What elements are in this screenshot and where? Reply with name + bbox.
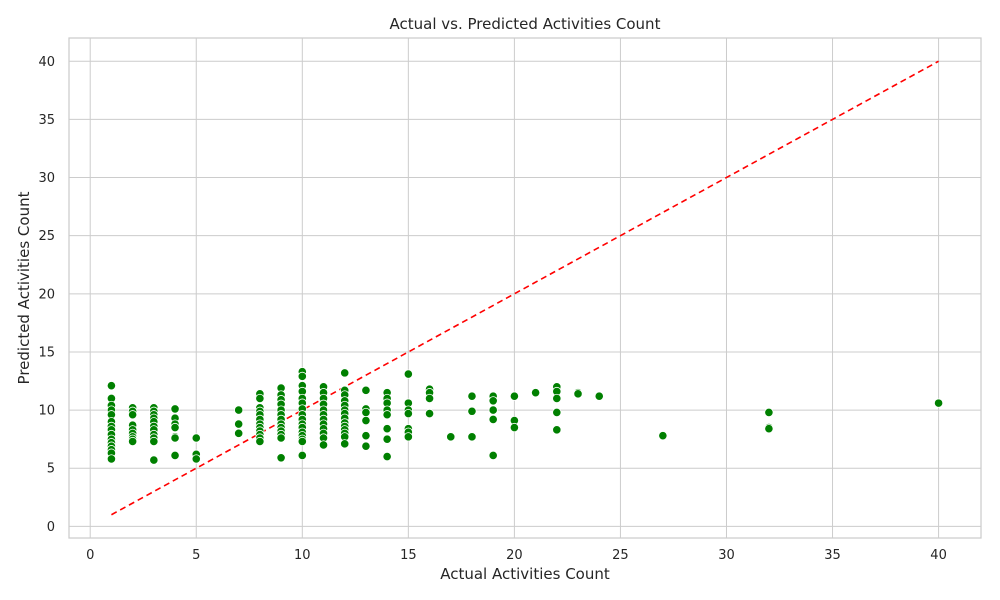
- y-tick-label: 20: [38, 287, 55, 302]
- data-point: [509, 391, 519, 401]
- data-point: [340, 439, 350, 449]
- data-point: [467, 406, 477, 416]
- x-tick-label: 30: [718, 548, 735, 563]
- y-tick-label: 5: [47, 462, 55, 477]
- data-point: [488, 414, 498, 424]
- data-point: [382, 424, 392, 434]
- y-tick-label: 10: [38, 404, 55, 419]
- data-point: [488, 396, 498, 406]
- data-point: [149, 455, 159, 465]
- data-point: [361, 441, 371, 451]
- data-point: [594, 391, 604, 401]
- grid-lines: [69, 38, 981, 538]
- data-point: [764, 424, 774, 434]
- x-tick-label: 40: [930, 548, 947, 563]
- x-tick-label: 15: [400, 548, 417, 563]
- data-point: [361, 407, 371, 418]
- data-point: [933, 398, 944, 408]
- data-point: [509, 422, 519, 433]
- reference-line: [111, 60, 939, 516]
- data-point: [170, 404, 180, 414]
- data-point: [255, 393, 265, 404]
- data-point: [234, 428, 244, 438]
- y-tick-label: 0: [47, 520, 55, 535]
- data-point: [170, 422, 180, 433]
- data-point: [361, 385, 371, 395]
- data-point: [276, 453, 286, 463]
- y-tick-labels: 0 5 10 15 20 25 30 35 40: [38, 55, 55, 535]
- reference-line-group: [111, 60, 939, 516]
- data-point: [128, 436, 138, 447]
- data-point: [276, 433, 286, 443]
- y-tick-label: 30: [38, 171, 55, 186]
- data-point: [403, 369, 413, 379]
- y-tick-label: 40: [38, 55, 55, 70]
- data-point: [382, 452, 392, 462]
- data-point: [531, 388, 541, 398]
- data-point: [340, 368, 350, 378]
- data-point: [191, 454, 201, 464]
- x-tick-label: 20: [506, 548, 523, 563]
- data-point: [403, 432, 413, 442]
- data-point: [149, 436, 159, 447]
- data-points: [106, 367, 944, 465]
- x-tick-label: 10: [294, 548, 311, 563]
- y-tick-label: 35: [38, 113, 55, 128]
- data-point: [234, 405, 244, 415]
- data-point: [382, 434, 392, 444]
- data-point: [297, 371, 307, 381]
- y-tick-label: 25: [38, 229, 55, 244]
- data-point: [318, 440, 329, 450]
- data-point: [552, 393, 562, 404]
- data-point: [234, 419, 244, 429]
- data-point: [106, 381, 117, 391]
- x-tick-label: 0: [86, 548, 94, 563]
- data-point: [297, 436, 307, 447]
- data-point: [361, 415, 371, 426]
- data-point: [424, 393, 435, 404]
- data-point: [488, 405, 498, 415]
- data-point: [382, 410, 392, 420]
- data-point: [658, 431, 668, 441]
- x-tick-label: 35: [824, 548, 841, 563]
- data-point: [573, 389, 583, 399]
- data-point: [361, 431, 371, 441]
- data-point: [170, 433, 180, 443]
- data-point: [552, 407, 562, 418]
- data-point: [106, 454, 117, 464]
- x-tick-labels: 0 5 10 15 20 25 30 35 40: [86, 548, 947, 563]
- y-tick-label: 15: [38, 345, 55, 360]
- x-axis-label: Actual Activities Count: [440, 565, 610, 583]
- data-point: [255, 436, 265, 447]
- data-point: [764, 407, 774, 418]
- data-point: [128, 410, 138, 420]
- data-point: [467, 432, 477, 442]
- data-point: [488, 450, 498, 461]
- data-point: [170, 450, 180, 461]
- x-tick-label: 5: [192, 548, 200, 563]
- data-point: [552, 425, 562, 435]
- data-point: [467, 391, 477, 401]
- data-point: [191, 433, 201, 443]
- data-point: [446, 432, 456, 442]
- data-point: [403, 408, 413, 419]
- x-tick-label: 25: [612, 548, 629, 563]
- chart-title: Actual vs. Predicted Activities Count: [390, 15, 661, 33]
- data-point: [297, 450, 307, 461]
- data-point: [424, 408, 435, 419]
- y-axis-label: Predicted Activities Count: [15, 191, 33, 384]
